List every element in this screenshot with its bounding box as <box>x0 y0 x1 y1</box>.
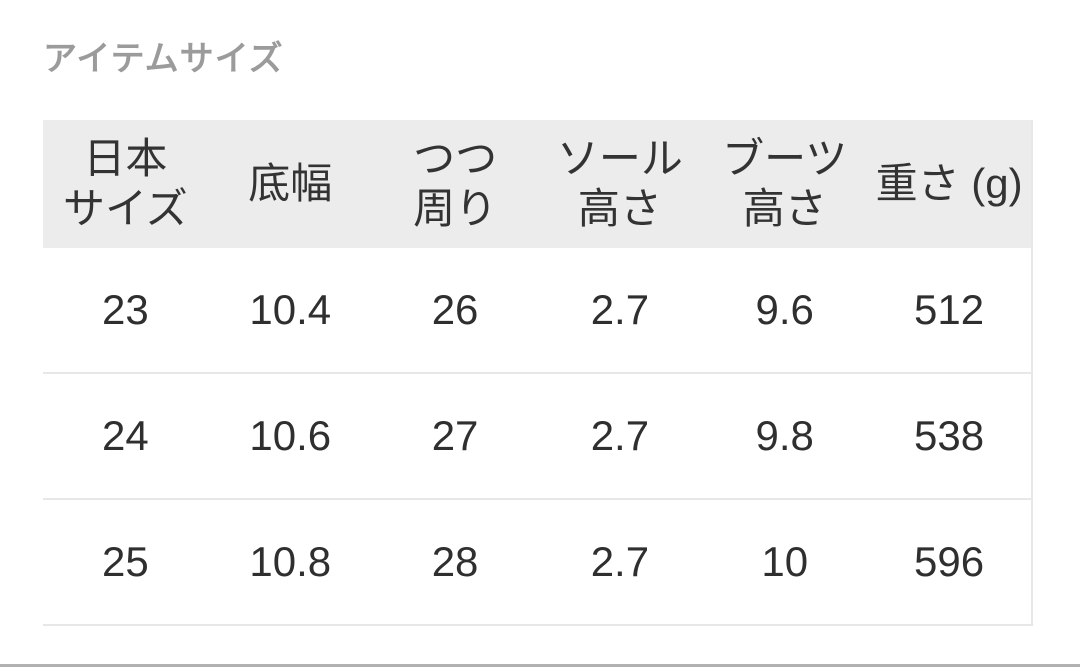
cell-weight: 538 <box>867 373 1032 500</box>
cell-shaft-circumference: 26 <box>372 248 538 374</box>
cell-japan-size: 25 <box>43 499 208 626</box>
header-row: 日本 サイズ 底幅 つつ 周り ソール 高さ ブーツ 高さ 重さ (g) <box>43 120 1032 248</box>
table-row: 24 10.6 27 2.7 9.8 538 <box>43 373 1032 500</box>
table-row: 25 10.8 28 2.7 10 596 <box>43 499 1032 626</box>
cell-sole-width: 10.6 <box>207 373 373 500</box>
col-header-sole-width: 底幅 <box>207 120 373 248</box>
cell-sole-width: 10.8 <box>207 499 373 626</box>
cell-boot-height: 9.8 <box>702 373 868 500</box>
cell-weight: 512 <box>867 248 1032 374</box>
cell-boot-height: 9.6 <box>702 248 868 374</box>
col-header-japan-size: 日本 サイズ <box>43 120 208 248</box>
cell-boot-height: 10 <box>702 499 868 626</box>
cell-sole-height: 2.7 <box>537 499 703 626</box>
col-header-sole-height: ソール 高さ <box>537 120 703 248</box>
col-header-boot-height: ブーツ 高さ <box>702 120 868 248</box>
size-table-body: 23 10.4 26 2.7 9.6 512 24 10.6 27 2.7 9.… <box>43 248 1032 626</box>
cell-sole-width: 10.4 <box>207 248 373 374</box>
cell-japan-size: 24 <box>43 373 208 500</box>
size-table: 日本 サイズ 底幅 つつ 周り ソール 高さ ブーツ 高さ 重さ (g) 23 … <box>43 120 1033 626</box>
size-table-header: 日本 サイズ 底幅 つつ 周り ソール 高さ ブーツ 高さ 重さ (g) <box>43 120 1032 248</box>
cell-shaft-circumference: 27 <box>372 373 538 500</box>
col-header-shaft-circumference: つつ 周り <box>372 120 538 248</box>
cell-sole-height: 2.7 <box>537 373 703 500</box>
table-row: 23 10.4 26 2.7 9.6 512 <box>43 248 1032 374</box>
cell-weight: 596 <box>867 499 1032 626</box>
cell-sole-height: 2.7 <box>537 248 703 374</box>
cell-shaft-circumference: 28 <box>372 499 538 626</box>
section-title: アイテムサイズ <box>43 40 284 78</box>
bottom-edge-divider <box>0 664 1080 667</box>
cell-japan-size: 23 <box>43 248 208 374</box>
col-header-weight: 重さ (g) <box>867 120 1032 248</box>
